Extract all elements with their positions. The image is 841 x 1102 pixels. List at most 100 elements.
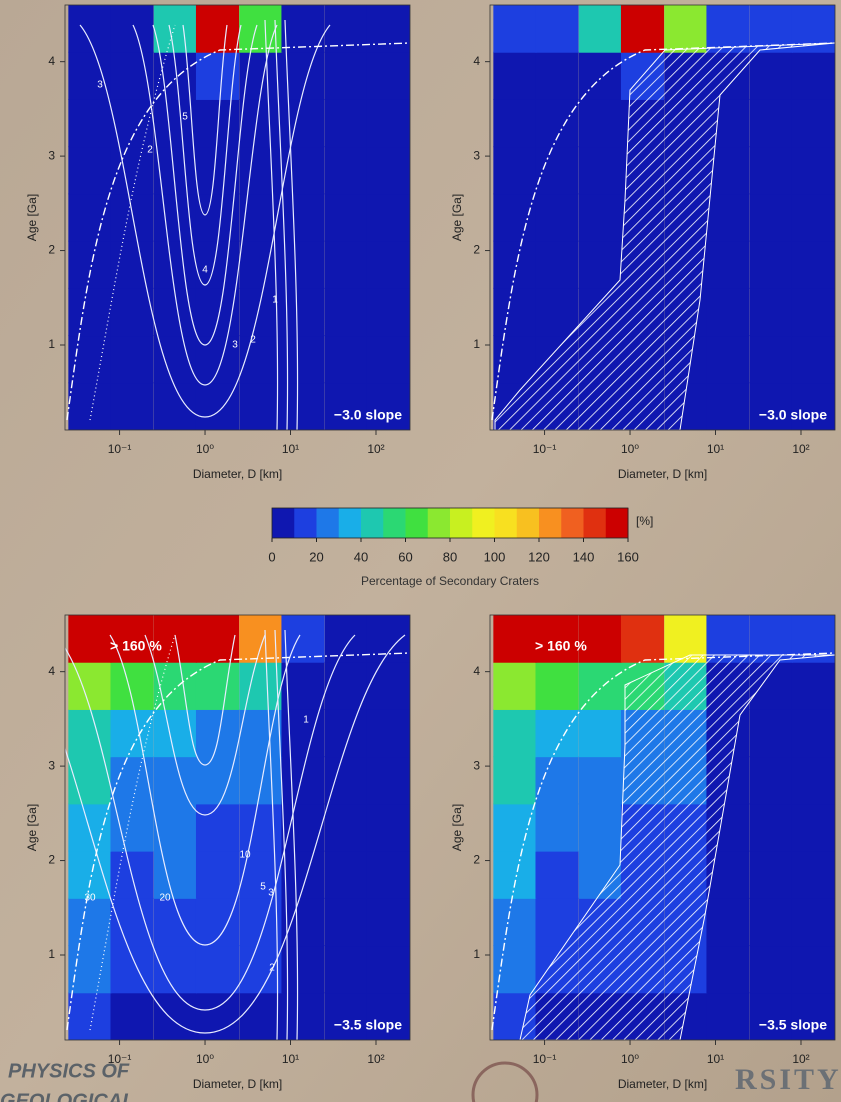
y-tick-label: 2 <box>473 243 480 257</box>
slope-label: −3.5 slope <box>334 1017 402 1033</box>
heat-cell <box>110 193 154 242</box>
heat-cell <box>239 287 283 337</box>
colorbar-segment <box>427 508 451 538</box>
contour-label: 3 <box>97 80 103 91</box>
heat-cell <box>281 661 325 710</box>
heat-cell <box>68 5 112 53</box>
heat-cell <box>153 240 197 289</box>
heat-cell <box>749 803 793 852</box>
heat-cell <box>791 992 835 1040</box>
colorbar-segment <box>361 508 384 538</box>
heat-cell <box>324 756 368 805</box>
heat-cell <box>366 335 410 384</box>
colorbar-tick-label: 160 <box>617 549 639 564</box>
heat-cell <box>110 146 154 195</box>
heat-cell <box>578 803 622 852</box>
colorbar-label: Percentage of Secondary Craters <box>361 574 539 588</box>
heat-cell <box>493 803 537 852</box>
x-axis-label: Diameter, D [km] <box>193 1077 282 1091</box>
colorbar-segment <box>605 508 629 538</box>
heat-cell <box>366 992 410 1040</box>
hatch-region <box>494 42 835 430</box>
contour-line <box>152 24 258 346</box>
heat-cell <box>791 661 835 710</box>
contour-label: 2 <box>250 335 256 346</box>
heat-cell <box>749 335 793 384</box>
heat-cell <box>153 756 197 805</box>
heat-cell <box>578 51 622 100</box>
contour-label: 5 <box>182 112 188 123</box>
heat-cell <box>493 146 537 195</box>
colorbar-tick-label: 80 <box>443 549 457 564</box>
heat-cell <box>110 5 154 53</box>
heat-cell <box>68 661 112 710</box>
contour-label: 3 <box>232 340 238 351</box>
dash-dot-curve <box>491 42 835 421</box>
heat-cell <box>791 803 835 852</box>
y-tick-label: 1 <box>48 337 55 351</box>
heat-cell <box>153 661 197 710</box>
heat-cell <box>281 850 325 899</box>
heat-cell <box>366 146 410 195</box>
heat-cell <box>195 5 240 53</box>
heat-cell <box>366 661 410 710</box>
heat-cell <box>324 992 368 1040</box>
heat-cell <box>110 98 154 148</box>
heat-cell <box>493 287 537 337</box>
contour-line <box>182 24 228 216</box>
heat-cell <box>281 945 325 994</box>
y-tick-label: 1 <box>48 947 55 961</box>
contour-line <box>284 19 299 430</box>
heat-cell <box>535 708 579 758</box>
slope-label: −3.0 slope <box>334 407 402 423</box>
heat-cell <box>195 615 240 663</box>
watermark: PHYSICS OF <box>8 1060 130 1082</box>
heat-cell <box>535 98 579 148</box>
plot-frame <box>489 4 836 431</box>
heat-cell <box>493 193 537 242</box>
contour-line <box>65 634 356 1011</box>
y-tick-label: 2 <box>48 853 55 867</box>
contour-line <box>168 24 242 286</box>
colorbar-segment <box>272 508 295 538</box>
heat-cell <box>110 756 154 805</box>
colorbar-segment <box>450 508 473 538</box>
heat-cell <box>706 240 750 289</box>
colorbar-tick-label: 60 <box>398 549 412 564</box>
heat-cell <box>706 897 750 947</box>
y-tick-label: 3 <box>473 148 480 162</box>
heat-cell <box>706 945 750 994</box>
x-tick-label: 10¹ <box>707 442 724 456</box>
heat-cell <box>366 287 410 337</box>
saturation-label: > 160 % <box>535 638 587 654</box>
dash-dot-curve <box>491 652 835 1031</box>
x-tick-label: 10¹ <box>707 1052 724 1066</box>
heat-cell <box>68 615 112 663</box>
heat-cell <box>791 850 835 899</box>
heat-cell <box>68 240 112 289</box>
heat-cell <box>791 287 835 337</box>
y-axis-label: Age [Ga] <box>25 804 39 851</box>
heat-cell <box>324 850 368 899</box>
y-tick-label: 2 <box>473 853 480 867</box>
heat-cell <box>68 992 112 1040</box>
heat-cell <box>535 756 579 805</box>
heat-cell <box>324 146 368 195</box>
heat-cell <box>749 146 793 195</box>
heat-cell <box>578 146 622 195</box>
colorbar-segment <box>539 508 562 538</box>
heat-cell <box>578 5 622 53</box>
contour-line <box>274 19 289 430</box>
heat-cell <box>493 661 537 710</box>
heat-cell <box>366 803 410 852</box>
heat-cell <box>281 240 325 289</box>
heat-cell <box>366 850 410 899</box>
y-tick-label: 2 <box>48 243 55 257</box>
heat-cell <box>749 708 793 758</box>
heat-cell <box>110 51 154 100</box>
contour-label: 1 <box>272 295 278 306</box>
x-tick-label: 10¹ <box>282 442 299 456</box>
heat-cell <box>195 382 240 430</box>
heat-cell <box>749 945 793 994</box>
